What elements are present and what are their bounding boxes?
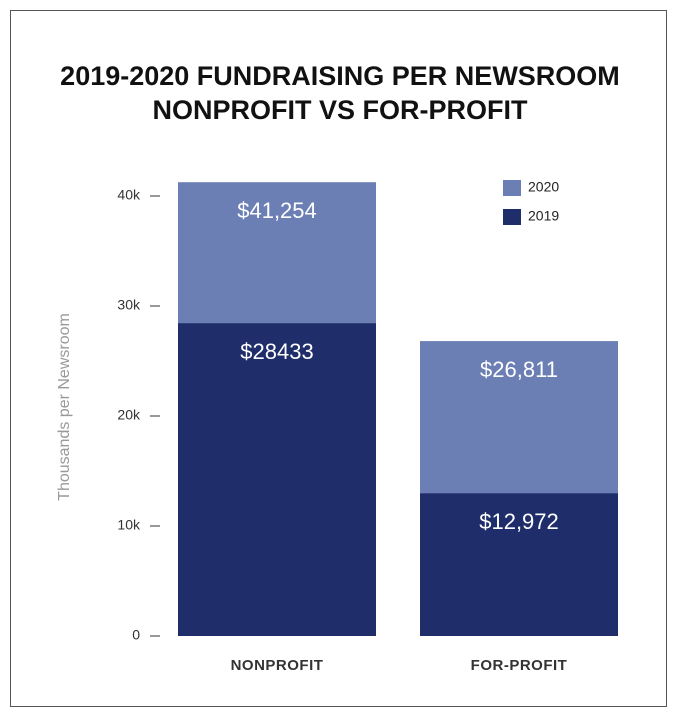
y-axis-label: Thousands per Newsroom <box>56 313 73 501</box>
y-tick-label: 0 <box>132 627 140 643</box>
value-label: $12,972 <box>479 509 559 534</box>
value-label: $28433 <box>240 339 313 364</box>
x-tick-label: FOR-PROFIT <box>471 657 568 674</box>
x-tick-label: NONPROFIT <box>231 657 324 674</box>
y-tick-label: 30k <box>117 297 141 313</box>
y-tick-label: 20k <box>117 407 141 423</box>
y-tick-label: 10k <box>117 517 141 533</box>
bar <box>178 323 376 636</box>
legend-label: 2020 <box>528 179 559 195</box>
value-label: $26,811 <box>480 357 558 382</box>
bar <box>420 493 618 636</box>
value-label: $41,254 <box>237 198 317 223</box>
legend-label: 2019 <box>528 208 559 224</box>
legend-swatch <box>503 209 521 225</box>
chart-subtitle: NONPROFIT VS FOR-PROFIT <box>153 95 529 125</box>
y-tick-label: 40k <box>117 187 141 203</box>
chart-title: 2019-2020 FUNDRAISING PER NEWSROOM <box>60 61 620 91</box>
frame <box>10 10 667 707</box>
legend-swatch <box>503 180 521 196</box>
